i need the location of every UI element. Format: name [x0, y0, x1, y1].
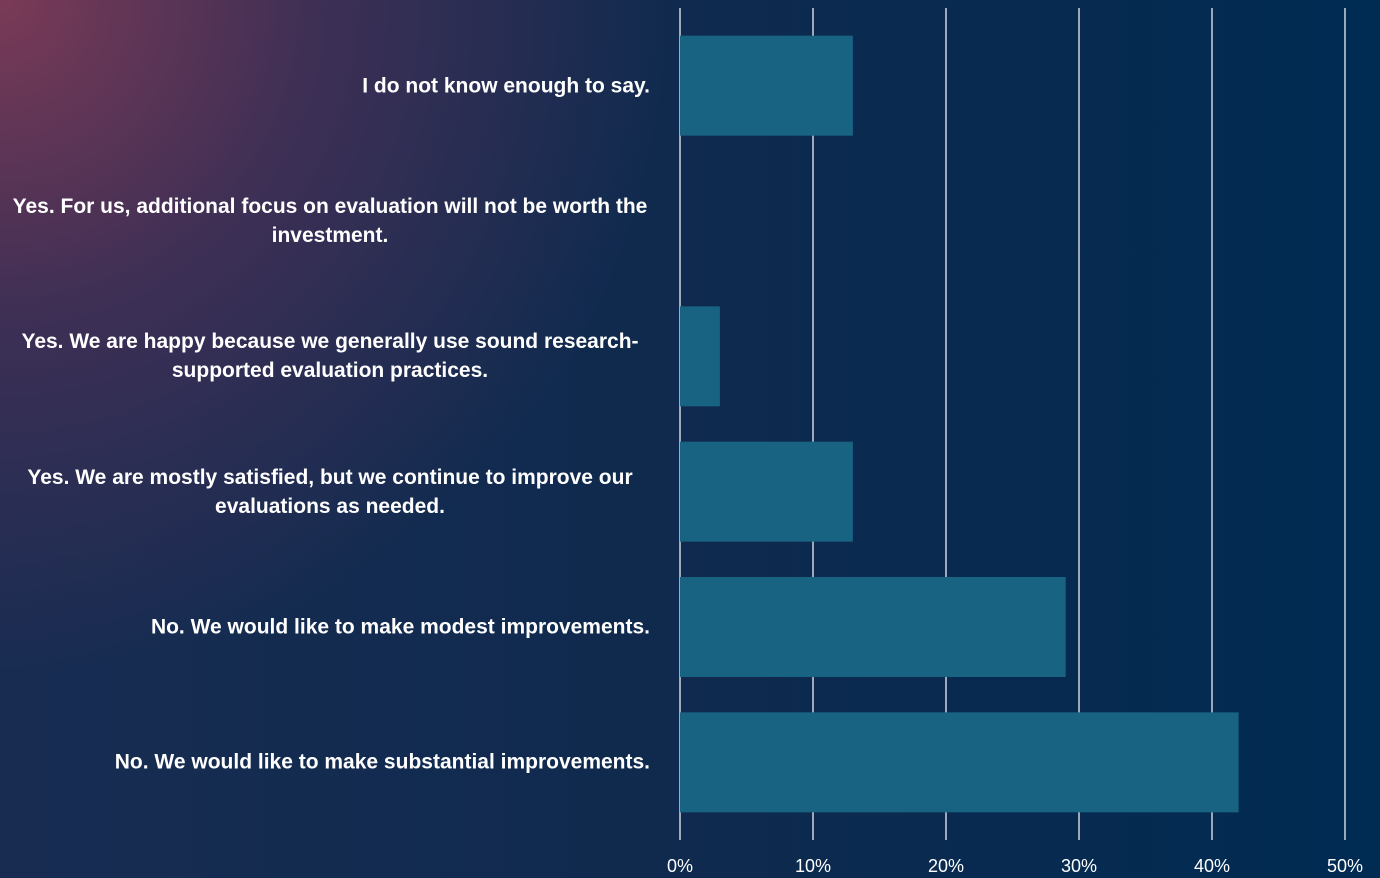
y-tick-label-text: Yes. For us, additional focus on evaluat…: [12, 195, 648, 247]
x-tick-label-text: 0%: [666, 856, 693, 876]
y-tick-label: Yes. For us, additional focus on evaluat…: [0, 192, 650, 250]
x-tick-label-text: 40%: [1193, 856, 1231, 876]
bar: [680, 441, 853, 542]
y-tick-label-text: Yes. We are mostly satisfied, but we con…: [27, 465, 633, 518]
y-tick-label: Yes. We are happy because we generally u…: [0, 327, 650, 385]
x-tick-label-text: 50%: [1326, 856, 1364, 876]
x-tick-label: 10%: [783, 856, 843, 877]
y-tick-label-text: I do not know enough to say.: [362, 74, 650, 98]
y-tick-label-text: Yes. We are happy because we generally u…: [21, 330, 639, 383]
x-tick-label-text: 30%: [1060, 856, 1098, 876]
x-tick-label: 0%: [650, 856, 710, 877]
y-tick-label-text: No. We would like to make modest improve…: [150, 615, 650, 639]
x-tick-label-text: 10%: [794, 856, 832, 876]
bar: [680, 35, 853, 136]
y-tick-label: I do not know enough to say.: [0, 71, 650, 100]
x-tick-label-text: 20%: [927, 856, 965, 876]
y-tick-label: No. We would like to make modest improve…: [0, 613, 650, 642]
bar: [680, 306, 720, 407]
y-tick-label-text: No. We would like to make substantial im…: [114, 750, 650, 774]
bar: [680, 577, 1066, 677]
x-tick-label: 40%: [1182, 856, 1242, 877]
y-tick-label: Yes. We are mostly satisfied, but we con…: [0, 463, 650, 521]
y-tick-label: No. We would like to make substantial im…: [0, 748, 650, 777]
x-tick-label: 50%: [1315, 856, 1375, 877]
bar: [680, 712, 1239, 813]
x-tick-label: 30%: [1049, 856, 1109, 877]
x-tick-label: 20%: [916, 856, 976, 877]
